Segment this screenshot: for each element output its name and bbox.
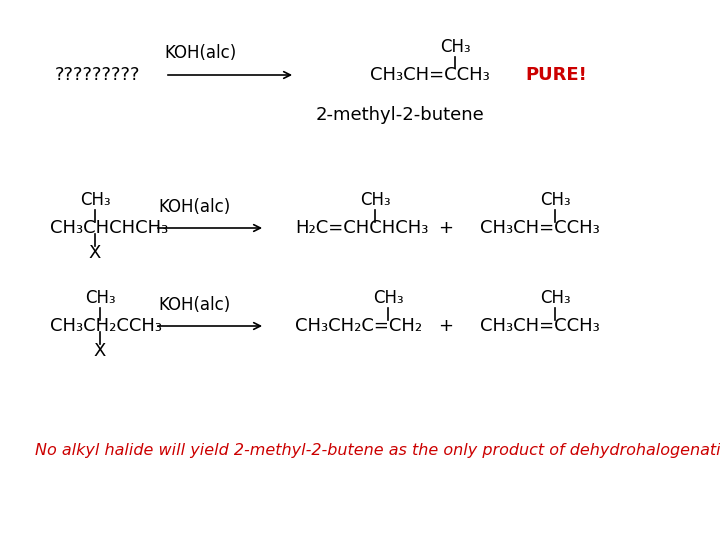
Text: KOH(alc): KOH(alc): [159, 198, 231, 216]
Text: CH₃CH=CCH₃: CH₃CH=CCH₃: [480, 317, 600, 335]
Text: CH₃: CH₃: [540, 191, 570, 209]
Text: CH₃CH=CCH₃: CH₃CH=CCH₃: [480, 219, 600, 237]
Text: X: X: [94, 342, 106, 360]
Text: CH₃CH₂CCH₃: CH₃CH₂CCH₃: [50, 317, 162, 335]
Text: 2-methyl-2-butene: 2-methyl-2-butene: [315, 106, 485, 124]
Text: CH₃: CH₃: [360, 191, 390, 209]
Text: CH₃: CH₃: [373, 289, 403, 307]
Text: CH₃CH=CCH₃: CH₃CH=CCH₃: [370, 66, 490, 84]
Text: PURE!: PURE!: [525, 66, 587, 84]
Text: CH₃: CH₃: [80, 191, 110, 209]
Text: H₂C=CHCHCH₃: H₂C=CHCHCH₃: [295, 219, 428, 237]
Text: CH₃: CH₃: [540, 289, 570, 307]
Text: No alkyl halide will yield 2-methyl-2-butene as the only product of dehydrohalog: No alkyl halide will yield 2-methyl-2-bu…: [35, 442, 720, 457]
Text: ?????????: ?????????: [55, 66, 140, 84]
Text: CH₃CH₂C=CH₂: CH₃CH₂C=CH₂: [295, 317, 422, 335]
Text: +: +: [438, 219, 454, 237]
Text: X: X: [89, 244, 102, 262]
Text: CH₃: CH₃: [85, 289, 115, 307]
Text: +: +: [438, 317, 454, 335]
Text: CH₃: CH₃: [440, 38, 470, 56]
Text: KOH(alc): KOH(alc): [164, 44, 236, 62]
Text: CH₃CHCHCH₃: CH₃CHCHCH₃: [50, 219, 168, 237]
Text: KOH(alc): KOH(alc): [159, 296, 231, 314]
